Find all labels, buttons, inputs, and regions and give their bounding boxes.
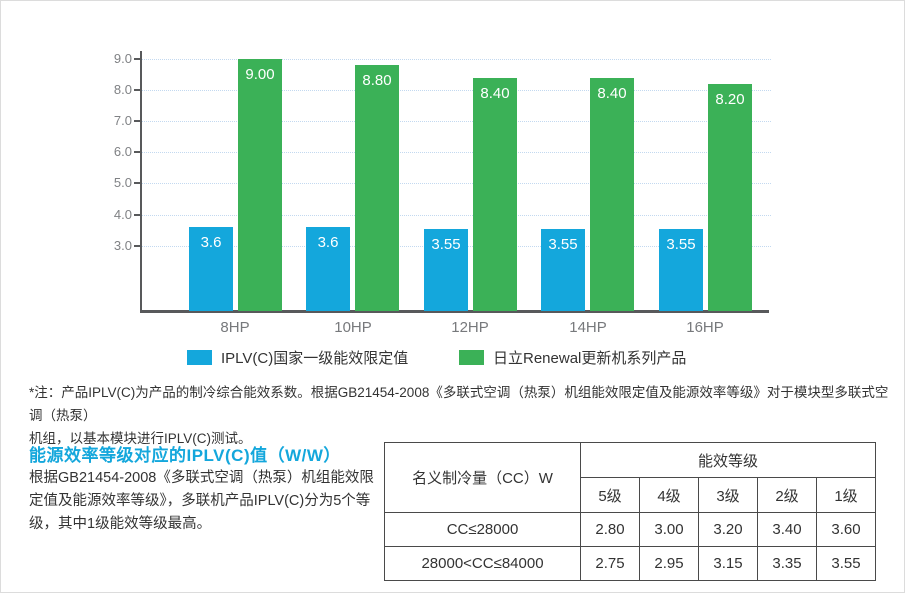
bar-value-label: 8.20 xyxy=(715,91,745,108)
chart-legend: IPLV(C)国家一级能效限定值 日立Renewal更新机系列产品 xyxy=(1,347,904,368)
section-title: 能源效率等级对应的IPLV(C)值（W/W） xyxy=(29,446,341,465)
y-axis-tick xyxy=(134,182,141,185)
grid-line xyxy=(142,121,771,123)
grid-line xyxy=(142,214,771,216)
y-axis-tick xyxy=(134,120,141,123)
bar-8HP-series-1: 9.00 xyxy=(238,59,282,311)
y-axis-tick xyxy=(134,213,141,216)
footnote: *注：产品IPLV(C)为产品的制冷综合能效系数。根据GB21454-2008《… xyxy=(29,381,891,450)
x-axis-label-10HP: 10HP xyxy=(334,319,372,336)
bar-16HP-series-0: 3.55 xyxy=(659,229,703,311)
grid-line xyxy=(142,152,771,154)
bar-value-label: 8.80 xyxy=(362,72,392,89)
table-row: 28000<CC≤84000 2.75 2.95 3.15 3.35 3.55 xyxy=(384,546,876,581)
grid-line xyxy=(142,90,771,92)
table-cell: 3.15 xyxy=(698,546,758,581)
table-header-efficiency-grade: 能效等级 xyxy=(580,442,876,478)
efficiency-grade-table: 名义制冷量（CC）W 能效等级 5级 4级 3级 2级 1级 CC≤28000 … xyxy=(384,442,876,581)
footnote-line-1: *注：产品IPLV(C)为产品的制冷综合能效系数。根据GB21454-2008《… xyxy=(29,385,889,423)
table-row: CC≤28000 2.80 3.00 3.20 3.40 3.60 xyxy=(384,512,876,547)
grid-line xyxy=(142,59,771,60)
bar-value-label: 3.55 xyxy=(666,236,696,253)
green-swatch xyxy=(459,350,484,365)
x-axis-label-8HP: 8HP xyxy=(220,319,250,336)
table-cell: 3.35 xyxy=(757,546,817,581)
x-axis-label-16HP: 16HP xyxy=(686,319,724,336)
footnote-line-2: 机组，以基本模块进行IPLV(C)测试。 xyxy=(29,431,252,446)
bar-16HP-series-1: 8.20 xyxy=(708,84,752,311)
table-cell: 2.95 xyxy=(639,546,699,581)
y-tick-label: 7.0 xyxy=(113,113,132,129)
y-axis-tick xyxy=(134,89,141,92)
x-axis-label-12HP: 12HP xyxy=(451,319,489,336)
row-label: 28000<CC≤84000 xyxy=(384,546,581,581)
row-label: CC≤28000 xyxy=(384,512,581,547)
bar-value-label: 3.6 xyxy=(317,234,339,251)
bar-10HP-series-0: 3.6 xyxy=(306,227,350,311)
legend-item-hitachi-renewal: 日立Renewal更新机系列产品 xyxy=(459,347,686,368)
bar-14HP-series-1: 8.40 xyxy=(590,78,634,311)
bar-chart: 9.0 8.0 7.0 6.0 5.0 4.0 3.0 3.6 9.00 8HP 3.6 8.80 10… xyxy=(1,1,904,341)
bar-value-label: 3.55 xyxy=(431,236,461,253)
bar-12HP-series-1: 8.40 xyxy=(473,78,517,311)
y-tick-label: 3.0 xyxy=(113,237,132,253)
y-axis-line xyxy=(140,51,142,311)
bar-value-label: 8.40 xyxy=(480,85,510,102)
grade-level-header: 1级 xyxy=(816,477,876,513)
y-axis-tick xyxy=(134,244,141,247)
grid-line xyxy=(142,183,771,185)
y-axis-tick xyxy=(134,151,141,154)
table-cell: 3.20 xyxy=(698,512,758,547)
legend-item-national-standard: IPLV(C)国家一级能效限定值 xyxy=(187,347,408,368)
table-cell: 3.00 xyxy=(639,512,699,547)
bar-value-label: 9.00 xyxy=(245,66,275,83)
grade-level-header: 3级 xyxy=(698,477,758,513)
bar-8HP-series-0: 3.6 xyxy=(189,227,233,311)
section-body-line-2: 定值及能源效率等级》，多联机产品IPLV(C)分为5个等 xyxy=(29,493,371,509)
bar-value-label: 3.55 xyxy=(548,236,578,253)
table-cell: 3.40 xyxy=(757,512,817,547)
y-tick-label: 4.0 xyxy=(113,206,132,222)
table-header-cooling-capacity: 名义制冷量（CC）W xyxy=(384,442,581,513)
table-cell: 2.75 xyxy=(580,546,640,581)
table-cell: 2.80 xyxy=(580,512,640,547)
grade-level-header: 2级 xyxy=(757,477,817,513)
x-axis-label-14HP: 14HP xyxy=(569,319,607,336)
section-body: 根据GB21454-2008《多联式空调（热泵）机组能效限 定值及能源效率等级》… xyxy=(29,467,379,536)
table-row-grade-levels: 5级 4级 3级 2级 1级 xyxy=(385,477,876,513)
grade-level-header: 4级 xyxy=(639,477,699,513)
bar-14HP-series-0: 3.55 xyxy=(541,229,585,311)
y-axis-tick xyxy=(134,58,141,60)
grade-level-header: 5级 xyxy=(580,477,640,513)
y-tick-label: 6.0 xyxy=(113,144,132,160)
y-tick-label: 9.0 xyxy=(113,51,132,66)
y-tick-label: 5.0 xyxy=(113,175,132,191)
bar-value-label: 3.6 xyxy=(200,234,222,251)
legend-label: IPLV(C)国家一级能效限定值 xyxy=(221,350,409,367)
section-body-line-1: 根据GB21454-2008《多联式空调（热泵）机组能效限 xyxy=(29,470,374,486)
blue-swatch xyxy=(187,350,212,365)
table-cell: 3.60 xyxy=(816,512,876,547)
bar-12HP-series-0: 3.55 xyxy=(424,229,468,311)
section-body-line-3: 级，其中1级能效等级最高。 xyxy=(29,516,212,532)
x-axis-line xyxy=(140,310,769,313)
table-cell: 3.55 xyxy=(816,546,876,581)
y-tick-label: 8.0 xyxy=(113,82,132,98)
bar-value-label: 8.40 xyxy=(597,85,627,102)
bar-10HP-series-1: 8.80 xyxy=(355,65,399,311)
legend-label: 日立Renewal更新机系列产品 xyxy=(493,350,687,367)
